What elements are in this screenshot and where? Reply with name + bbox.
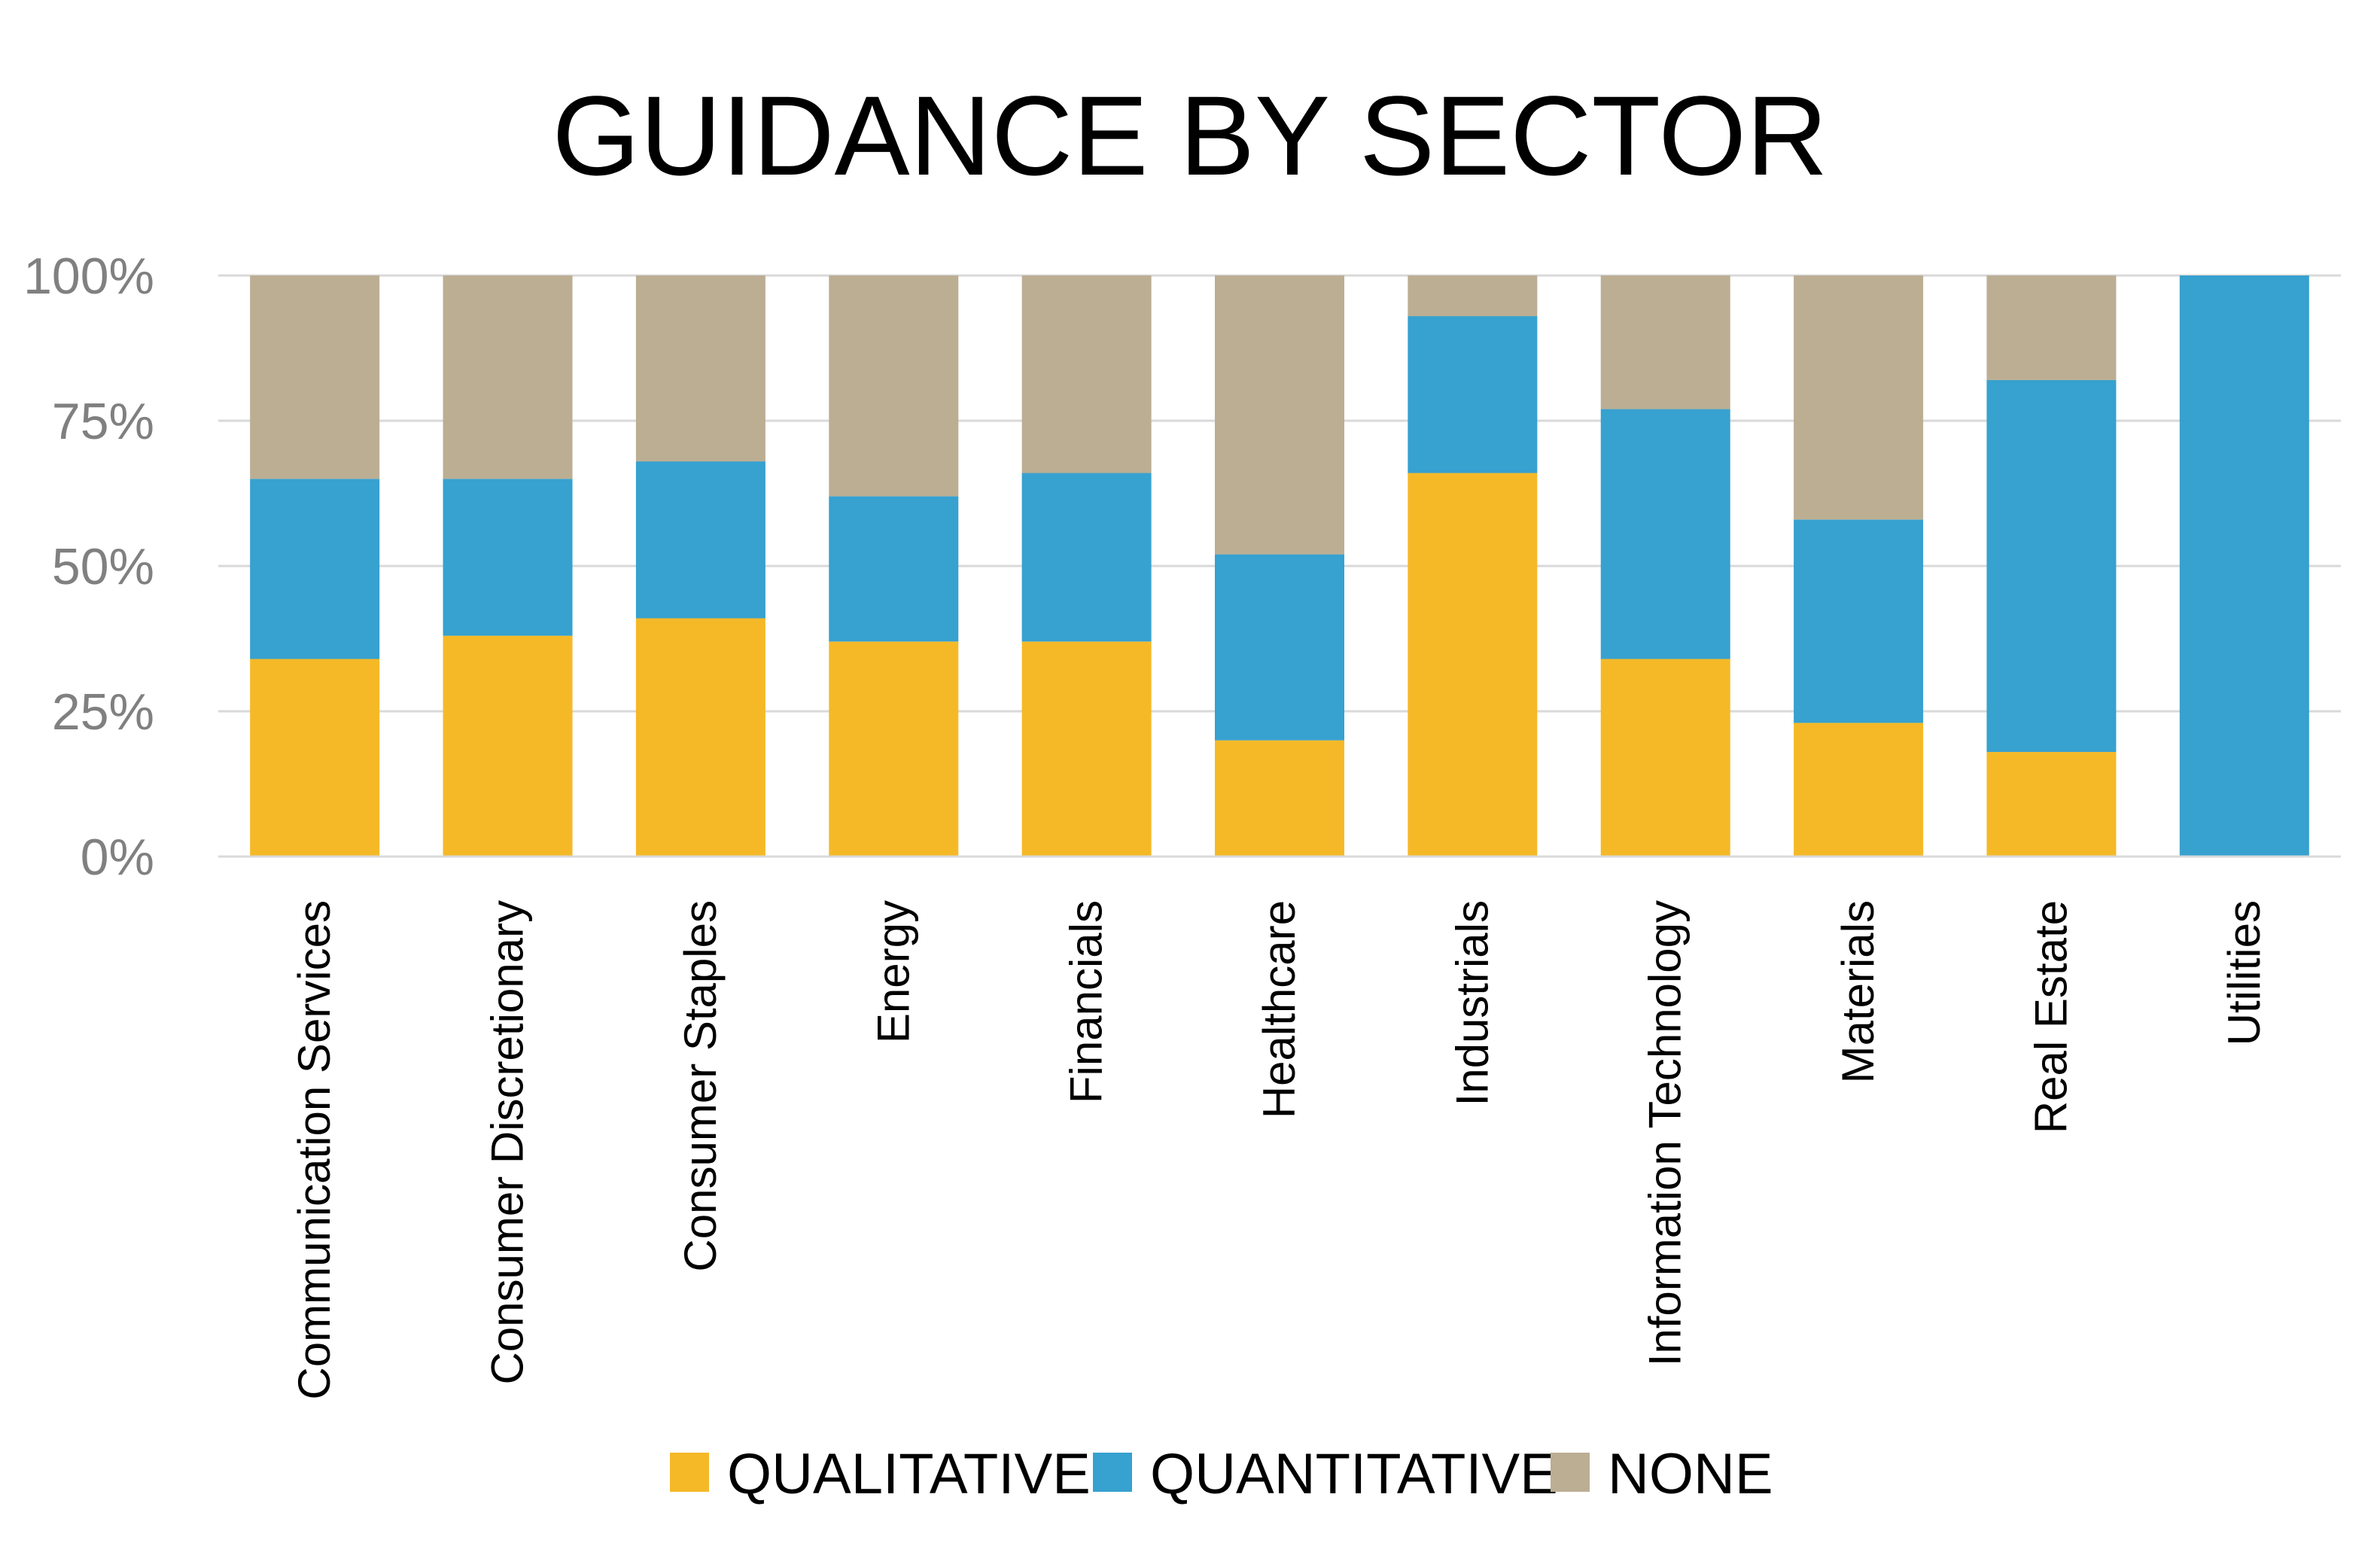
bar-quantitative-2 [635, 461, 765, 619]
bar-qualitative-6 [1408, 473, 1538, 857]
legend-swatch-none [1551, 1453, 1590, 1492]
bar-none-9 [1986, 275, 2117, 380]
bar-none-0 [250, 275, 380, 479]
bar-none-3 [829, 275, 959, 497]
x-tick-label: Communication Services [289, 900, 339, 1400]
bar-quantitative-1 [443, 479, 573, 636]
y-axis-tick-labels: 0% 25% 50% 75% 100% [23, 248, 154, 886]
x-tick-label: Healthcare [1254, 900, 1304, 1118]
bar-none-6 [1408, 275, 1538, 317]
bar-quantitative-7 [1600, 409, 1730, 659]
bar-none-8 [1794, 275, 1924, 520]
x-tick-label: Energy [868, 900, 918, 1043]
bar-none-1 [443, 275, 573, 479]
bar-qualitative-0 [250, 659, 380, 857]
bar-qualitative-7 [1600, 659, 1730, 857]
legend-label-none: NONE [1608, 1442, 1773, 1506]
y-tick-label: 100% [23, 248, 154, 305]
bar-qualitative-2 [635, 618, 765, 857]
bar-quantitative-4 [1021, 473, 1152, 642]
y-tick-label: 75% [52, 393, 154, 450]
legend-label-quantitative: QUANTITATIVE [1150, 1442, 1558, 1506]
bar-quantitative-10 [2179, 275, 2309, 857]
legend-swatch-quantitative [1093, 1453, 1132, 1492]
y-tick-label: 0% [81, 829, 154, 886]
legend: QUALITATIVE QUANTITATIVE NONE [670, 1442, 1773, 1506]
bar-quantitative-5 [1215, 554, 1344, 741]
bar-quantitative-8 [1794, 519, 1924, 723]
bar-qualitative-4 [1021, 641, 1152, 857]
x-tick-label: Consumer Staples [675, 900, 726, 1272]
y-tick-label: 50% [52, 538, 154, 595]
bars [250, 275, 2309, 857]
legend-label-qualitative: QUALITATIVE [727, 1442, 1091, 1506]
chart-title: GUIDANCE BY SECTOR [552, 72, 1828, 199]
bar-quantitative-6 [1408, 316, 1538, 473]
x-axis-category-labels: Communication Services Consumer Discretio… [289, 900, 2269, 1400]
x-tick-label: Real Estate [2025, 900, 2076, 1134]
x-tick-label: Information Technology [1640, 900, 1691, 1366]
bar-quantitative-9 [1986, 379, 2117, 753]
bar-none-4 [1021, 275, 1152, 473]
bar-qualitative-3 [829, 641, 959, 857]
legend-swatch-qualitative [670, 1453, 709, 1492]
x-tick-label: Industrials [1447, 900, 1497, 1106]
bar-none-2 [635, 275, 765, 462]
bar-qualitative-8 [1794, 723, 1924, 857]
y-tick-label: 25% [52, 683, 154, 741]
x-tick-label: Materials [1833, 900, 1883, 1083]
bar-quantitative-0 [250, 479, 380, 659]
x-tick-label: Financials [1061, 900, 1112, 1103]
bar-qualitative-9 [1986, 752, 2117, 857]
bar-qualitative-5 [1215, 740, 1344, 857]
bar-none-7 [1600, 275, 1730, 409]
bar-none-5 [1215, 275, 1344, 555]
x-tick-label: Consumer Discretionary [482, 900, 533, 1385]
bar-qualitative-1 [443, 635, 573, 857]
bar-quantitative-3 [829, 496, 959, 642]
x-tick-label: Utilities [2219, 900, 2269, 1045]
